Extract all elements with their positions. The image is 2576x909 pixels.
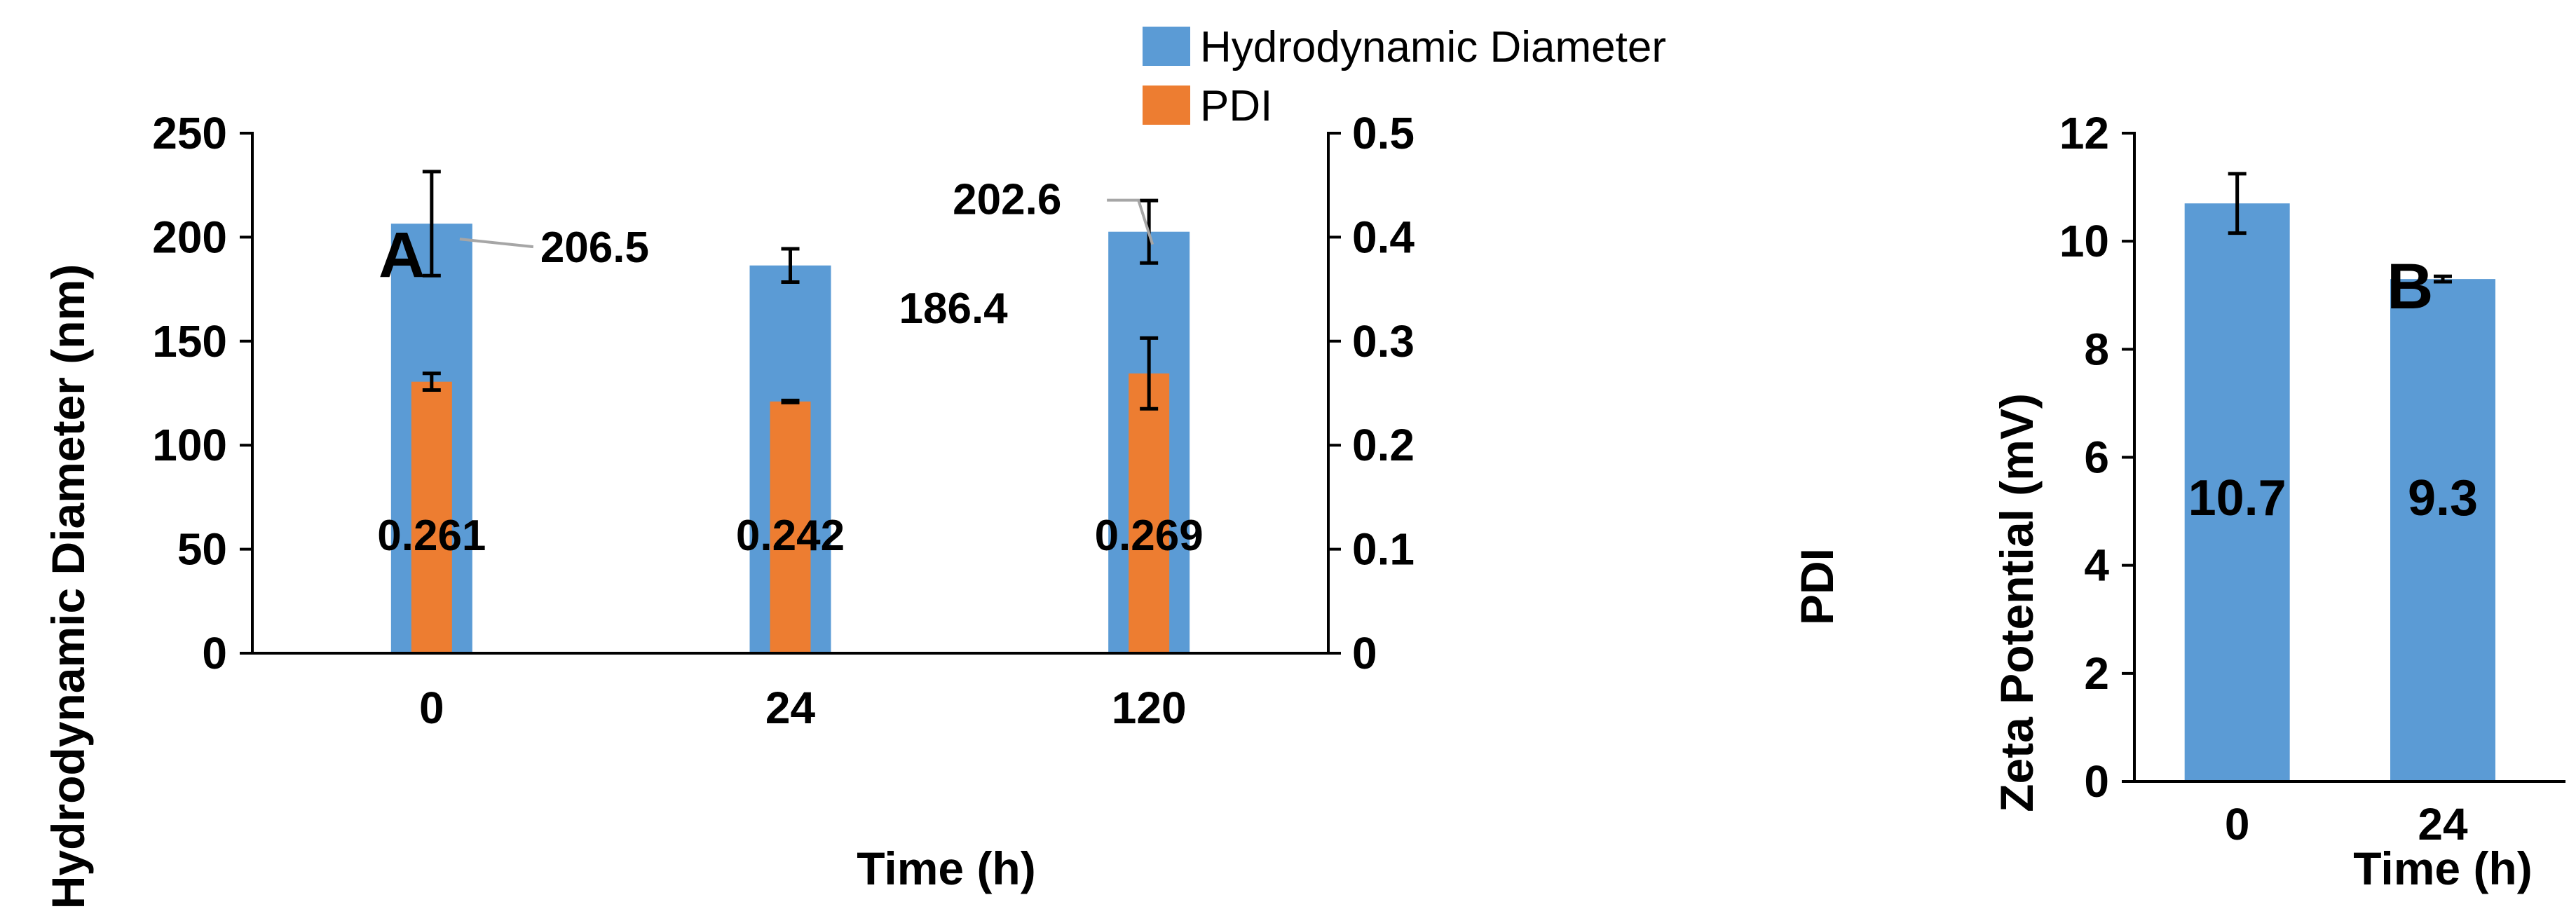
legend-label-hydrodynamic-diameter: Hydrodynamic Diameter xyxy=(1200,23,1666,71)
diameter-data-label: 186.4 xyxy=(899,285,1009,333)
panel-b-y-axis-label: Zeta Potential (mV) xyxy=(1991,393,2043,812)
pdi-data-label: 0.269 xyxy=(1095,512,1204,560)
zeta-potential-bar xyxy=(2184,203,2290,781)
diameter-label-leader xyxy=(1107,198,1154,245)
panel-b-y-tick-label: 12 xyxy=(2059,108,2109,158)
panel-a-bars: 206.5 0.261 186.4 0.242 202.6 0.269 xyxy=(377,170,1204,654)
panel-a-y-tick-label: 0 xyxy=(202,628,227,678)
panel-a-y2-tick-label: 0 xyxy=(1352,628,1377,678)
panel-a-y-tick-label: 50 xyxy=(177,524,227,575)
zeta-potential-data-label: 10.7 xyxy=(2188,470,2287,526)
panel-b-x-tick-label: 24 xyxy=(2418,799,2468,849)
panel-b-y-tick-label: 4 xyxy=(2084,540,2109,591)
panel-a-y-tick-label: 200 xyxy=(152,212,227,262)
legend: Hydrodynamic Diameter PDI xyxy=(1143,23,1666,130)
zeta-potential-data-label: 9.3 xyxy=(2408,470,2478,526)
panel-a-x-tick-label: 0 xyxy=(419,683,444,733)
pdi-data-label: 0.242 xyxy=(736,512,845,560)
panel-a-y-tick-label: 100 xyxy=(152,420,227,470)
panel-b-letter: B xyxy=(2387,251,2433,322)
panel-a-axes: 0 24 120 0 50 100 150 200 250 0 0.1 0.2 0.3 0.4 0.5 xyxy=(152,108,1415,733)
panel-a-x-axis-label: Time (h) xyxy=(857,842,1035,894)
panel-b-y-tick-label: 2 xyxy=(2084,648,2109,699)
panel-b-y-tick-label: 10 xyxy=(2059,216,2109,266)
diameter-data-label: 206.5 xyxy=(540,224,649,272)
panel-a-x-tick-label: 120 xyxy=(1112,683,1187,733)
legend-swatch-hydrodynamic-diameter xyxy=(1143,27,1190,66)
panel-a-y2-tick-label: 0.4 xyxy=(1352,212,1415,262)
panel-a-y-tick-label: 150 xyxy=(152,316,227,367)
pdi-data-label: 0.261 xyxy=(377,512,486,560)
panel-a-y2-axis-label: PDI xyxy=(1791,548,1843,625)
pdi-bar xyxy=(1129,373,1170,653)
diameter-data-label: 202.6 xyxy=(953,176,1061,224)
panel-b-bars: 10.79.38.2 xyxy=(2184,172,2495,781)
panel-a-y2-tick-label: 0.1 xyxy=(1352,524,1415,575)
panel-b-x-tick-label: 0 xyxy=(2225,799,2250,849)
legend-label-pdi: PDI xyxy=(1200,82,1272,130)
panel-b-axes: 024120024681012 xyxy=(2059,108,2565,849)
panel-a-chart: 206.5 0.261 186.4 0.242 202.6 0.269 0 24 120 0 50… xyxy=(42,108,1843,909)
panel-a-y-tick-label: 250 xyxy=(152,108,227,158)
panel-a-x-tick-label: 24 xyxy=(765,683,816,733)
panel-b-y-tick-label: 8 xyxy=(2084,324,2109,374)
zeta-potential-bar xyxy=(2390,279,2495,781)
panel-b-y-tick-label: 6 xyxy=(2084,432,2109,483)
panel-b-y-tick-label: 0 xyxy=(2084,756,2109,807)
pdi-bar xyxy=(411,381,452,653)
legend-swatch-pdi xyxy=(1143,86,1190,125)
panel-b-x-axis-label: Time (h) xyxy=(2353,842,2532,894)
panel-a-letter: A xyxy=(379,219,425,291)
panel-a-y-axis-label: Hydrodynamic Diameter (nm) xyxy=(42,264,94,909)
panel-a-y2-tick-label: 0.2 xyxy=(1352,420,1415,470)
panel-a-y2-tick-label: 0.3 xyxy=(1352,316,1415,367)
pdi-bar xyxy=(770,401,811,653)
panel-b-chart: 10.79.38.2 024120024681012 B Zeta Potent… xyxy=(1991,108,2565,894)
diameter-label-leader xyxy=(459,238,534,249)
panel-a-y2-tick-label: 0.5 xyxy=(1352,108,1415,158)
